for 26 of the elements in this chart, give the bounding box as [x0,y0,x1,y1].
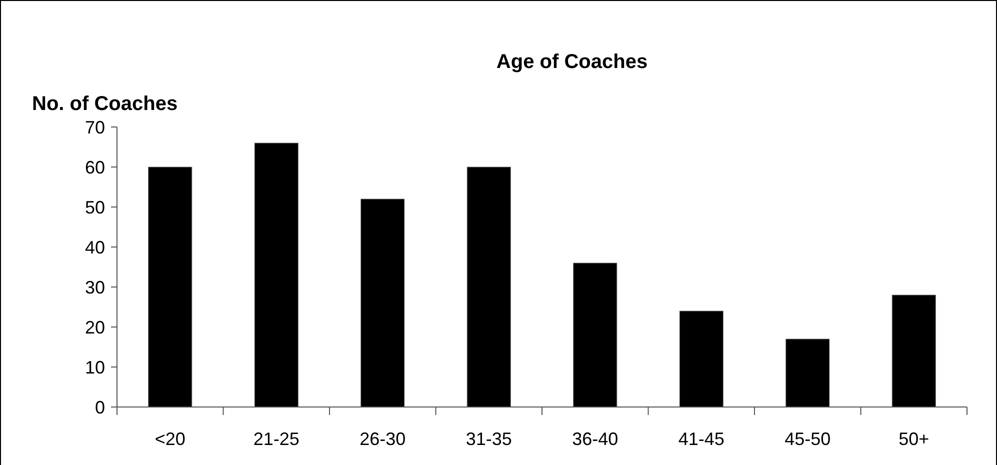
bar [786,338,830,408]
x-tick-label: 41-45 [678,429,724,449]
x-tick-label: <20 [154,429,186,449]
y-tick-label: 70 [84,117,105,138]
bar [360,198,405,408]
x-tick-label: 45-50 [784,429,831,449]
y-tick-label: 40 [84,237,105,258]
y-axis-title: No. of Coaches [32,93,178,115]
x-tick-label: 31-35 [466,429,512,449]
x-tick-label: 26-30 [360,429,406,449]
y-tick-label: 0 [94,397,105,418]
y-tick-label: 30 [84,277,105,298]
bar [573,262,618,408]
x-tick-label: 50+ [898,429,930,449]
bar [892,294,936,408]
bar [466,166,511,408]
y-tick-label: 10 [84,357,105,378]
bar [679,310,724,408]
y-tick-label: 50 [84,197,105,218]
y-tick-label: 60 [84,157,105,178]
bar [148,166,192,408]
x-tick-label: 21-25 [253,429,300,449]
chart-title: Age of Coaches [496,51,648,73]
x-tick-label: 36-40 [572,429,618,449]
bar [254,142,298,408]
y-tick-label: 20 [84,317,105,338]
